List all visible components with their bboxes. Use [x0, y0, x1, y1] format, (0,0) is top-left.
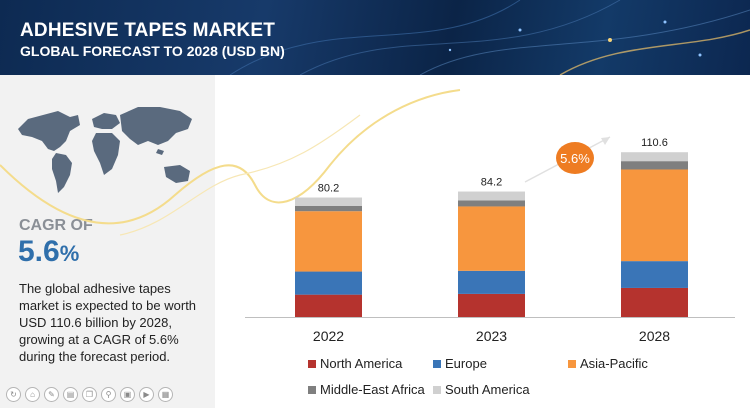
bar-segment-2022-1: [295, 271, 362, 295]
bar-segment-2028-0: [621, 287, 688, 317]
category-label: 2022: [313, 328, 344, 344]
legend-swatch: [568, 360, 576, 368]
copy-icon[interactable]: ❐: [82, 387, 97, 402]
stacked-bar-chart: 80.2 2022 84.2 2023 110.6 2028 5.6% North Ameri…: [245, 136, 735, 397]
world-map-icon: [18, 107, 192, 193]
market-description: The global adhesive tapes market is expe…: [19, 281, 197, 364]
bar-segment-2023-1: [458, 270, 525, 294]
category-label: 2023: [476, 328, 507, 344]
pen-icon[interactable]: ✎: [44, 387, 59, 402]
bar-segment-2022-0: [295, 294, 362, 317]
legend-label: South America: [445, 382, 530, 397]
legend-label: North America: [320, 356, 403, 371]
tool-icon-row: ↻ ⌂ ✎ ▤ ❐ ⚲ ▣ ▶ ▦: [6, 387, 173, 402]
bar-total-label: 110.6: [641, 137, 668, 149]
bar-segment-2028-2: [621, 169, 688, 262]
growth-arrow-head: [601, 137, 610, 145]
cagr-badge-label: 5.6%: [560, 151, 590, 166]
legend-label: Europe: [445, 356, 487, 371]
document-icon[interactable]: ▤: [63, 387, 78, 402]
legend-swatch: [308, 360, 316, 368]
refresh-icon[interactable]: ↻: [6, 387, 21, 402]
bar-segment-2023-0: [458, 293, 525, 317]
page-title: ADHESIVE TAPES MARKET: [20, 20, 276, 41]
cagr-unit: %: [59, 241, 80, 266]
bar-segment-2023-3: [458, 200, 525, 207]
bar-segment-2028-3: [621, 161, 688, 170]
header-banner: ADHESIVE TAPES MARKET GLOBAL FORECAST TO…: [0, 0, 750, 75]
legend-swatch: [433, 386, 441, 394]
legend-label: Asia-Pacific: [580, 356, 648, 371]
bar-segment-2023-2: [458, 206, 525, 271]
cagr-label: CAGR OF: [19, 217, 93, 234]
header-background-graphic: [229, 0, 750, 75]
cagr-value: 5.6%: [18, 235, 79, 269]
bar-total-label: 84.2: [481, 177, 502, 189]
legend-swatch: [433, 360, 441, 368]
image-icon[interactable]: ▣: [120, 387, 135, 402]
bar-segment-2022-4: [295, 197, 362, 206]
page-subtitle: GLOBAL FORECAST TO 2028 (USD BN): [20, 43, 285, 59]
bar-segment-2022-3: [295, 205, 362, 212]
bar-segment-2028-1: [621, 261, 688, 288]
video-icon[interactable]: ▶: [139, 387, 154, 402]
legend-swatch: [308, 386, 316, 394]
bar-segment-2028-4: [621, 152, 688, 162]
left-info-panel: CAGR OF 5.6% The global adhesive tapes m…: [0, 75, 215, 408]
category-label: 2028: [639, 328, 670, 344]
bar-segment-2023-4: [458, 191, 525, 201]
bar-total-label: 80.2: [318, 183, 339, 195]
cagr-badge: [556, 142, 594, 174]
home-icon[interactable]: ⌂: [25, 387, 40, 402]
legend-label: Middle-East Africa: [320, 382, 426, 397]
grid-icon[interactable]: ▦: [158, 387, 173, 402]
decorative-swoosh: [0, 89, 461, 236]
cagr-number: 5.6: [18, 235, 60, 268]
bar-segment-2022-2: [295, 211, 362, 272]
search-icon[interactable]: ⚲: [101, 387, 116, 402]
